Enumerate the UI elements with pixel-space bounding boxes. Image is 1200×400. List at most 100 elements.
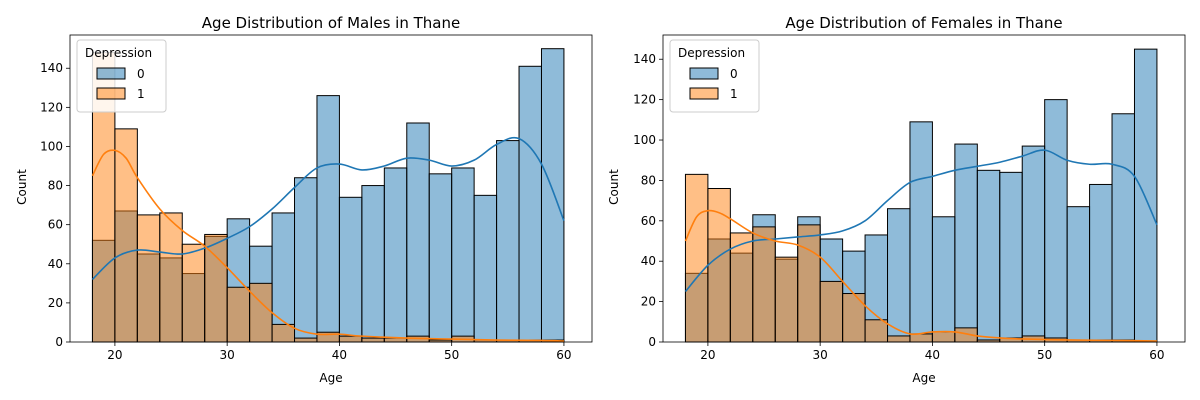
- y-tick-label: 0: [55, 335, 63, 349]
- legend-label: 0: [137, 67, 145, 81]
- y-axis-label: Count: [607, 169, 621, 205]
- y-tick-label: 120: [633, 93, 656, 107]
- histogram-bar: [383, 167, 408, 343]
- histogram-bar: [819, 280, 844, 343]
- histogram-bar: [887, 335, 911, 343]
- y-tick-label: 120: [40, 100, 63, 114]
- legend-title: Depression: [678, 46, 745, 60]
- y-tick-label: 140: [633, 52, 656, 66]
- histogram-bar: [249, 282, 273, 343]
- y-tick-label: 80: [641, 173, 656, 187]
- legend-swatch-0: [689, 67, 719, 80]
- histogram-bar: [909, 121, 933, 343]
- x-tick-label: 60: [1149, 348, 1164, 362]
- y-tick-label: 80: [48, 179, 63, 193]
- histogram-bar: [271, 212, 296, 343]
- histogram-bar: [338, 335, 363, 343]
- histogram-bar: [181, 243, 206, 343]
- x-tick-label: 20: [107, 348, 122, 362]
- histogram-bar: [473, 194, 498, 343]
- legend-title: Depression: [85, 46, 152, 60]
- histogram-bar: [1089, 183, 1113, 343]
- males-histogram-chart: Age Distribution of Males in Thane Age C…: [15, 14, 593, 385]
- legend: Depression 0 1: [669, 39, 760, 113]
- females-histogram-chart: Age Distribution of Females in Thane Age…: [607, 14, 1186, 385]
- y-axis-label: Count: [15, 169, 29, 205]
- histogram-bar: [797, 224, 821, 343]
- x-tick-label: 60: [556, 348, 571, 362]
- histogram-bar: [114, 128, 138, 343]
- axes-frame: [662, 34, 1186, 343]
- x-axis-label: Age: [912, 371, 935, 385]
- y-tick-label: 60: [641, 214, 656, 228]
- histogram-bar: [931, 331, 956, 343]
- x-tick-label: 40: [925, 348, 940, 362]
- histogram-bar: [752, 226, 776, 343]
- legend-swatch-1: [689, 87, 719, 100]
- axes-frame: [69, 34, 593, 343]
- y-tick-label: 40: [641, 254, 656, 268]
- legend-label: 0: [730, 67, 738, 81]
- histogram-bar: [338, 196, 363, 343]
- histogram-bar: [406, 122, 430, 343]
- x-tick-label: 30: [220, 348, 235, 362]
- kde-line-1: [91, 149, 564, 342]
- histogram-bar: [909, 333, 933, 343]
- histogram-bar: [136, 214, 161, 343]
- histogram-bar: [361, 185, 385, 343]
- kde-line-1: [684, 209, 1157, 342]
- histogram-bar: [864, 319, 889, 343]
- legend-label: 1: [730, 87, 738, 101]
- histogram-bar: [540, 48, 565, 343]
- histogram-bar: [954, 143, 978, 343]
- x-tick-label: 20: [700, 348, 715, 362]
- x-tick-label: 30: [813, 348, 828, 362]
- bar-series-1: [684, 173, 1135, 343]
- histogram-bar: [1044, 99, 1068, 343]
- histogram-bar: [999, 171, 1023, 343]
- histogram-bar: [931, 216, 956, 343]
- plot-area: [684, 48, 1158, 343]
- histogram-bar: [294, 337, 318, 343]
- histogram-bar: [842, 293, 866, 343]
- histogram-bar: [1066, 206, 1091, 343]
- histogram-bar: [684, 173, 709, 343]
- histogram-bar: [361, 337, 385, 343]
- legend-swatch-1: [96, 87, 126, 100]
- histogram-bar: [1111, 113, 1135, 343]
- histogram-bar: [496, 140, 520, 343]
- histogram-bar: [159, 212, 183, 343]
- chart-title: Age Distribution of Males in Thane: [202, 14, 460, 32]
- histogram-bar: [774, 256, 799, 343]
- y-tick-label: 60: [48, 218, 63, 232]
- histogram-bar: [518, 65, 542, 343]
- y-tick-label: 20: [48, 296, 63, 310]
- x-tick-label: 50: [1037, 348, 1052, 362]
- histogram-bar: [707, 188, 731, 343]
- histogram-bar: [1021, 145, 1046, 343]
- x-tick-label: 40: [332, 348, 347, 362]
- x-tick-label: 50: [444, 348, 459, 362]
- kde-line-0: [91, 136, 565, 281]
- kde-line-0: [684, 149, 1158, 293]
- histogram-bar: [887, 208, 911, 343]
- y-tick-label: 20: [641, 295, 656, 309]
- y-tick-label: 40: [48, 257, 63, 271]
- y-tick-label: 100: [633, 133, 656, 147]
- chart-title: Age Distribution of Females in Thane: [785, 14, 1062, 32]
- bar-series-1: [91, 52, 565, 343]
- y-tick-label: 0: [648, 335, 656, 349]
- histogram-bar: [451, 167, 475, 343]
- legend: Depression 0 1: [76, 39, 167, 113]
- histogram-bar: [1133, 48, 1158, 343]
- histogram-bar: [316, 95, 340, 343]
- plot-area: [91, 48, 565, 343]
- histogram-bar: [226, 286, 251, 343]
- histogram-bar: [976, 169, 1001, 343]
- x-axis-label: Age: [319, 371, 342, 385]
- histogram-bar: [294, 177, 318, 343]
- legend-label: 1: [137, 87, 145, 101]
- histogram-bar: [204, 233, 228, 343]
- histogram-bar: [729, 232, 754, 343]
